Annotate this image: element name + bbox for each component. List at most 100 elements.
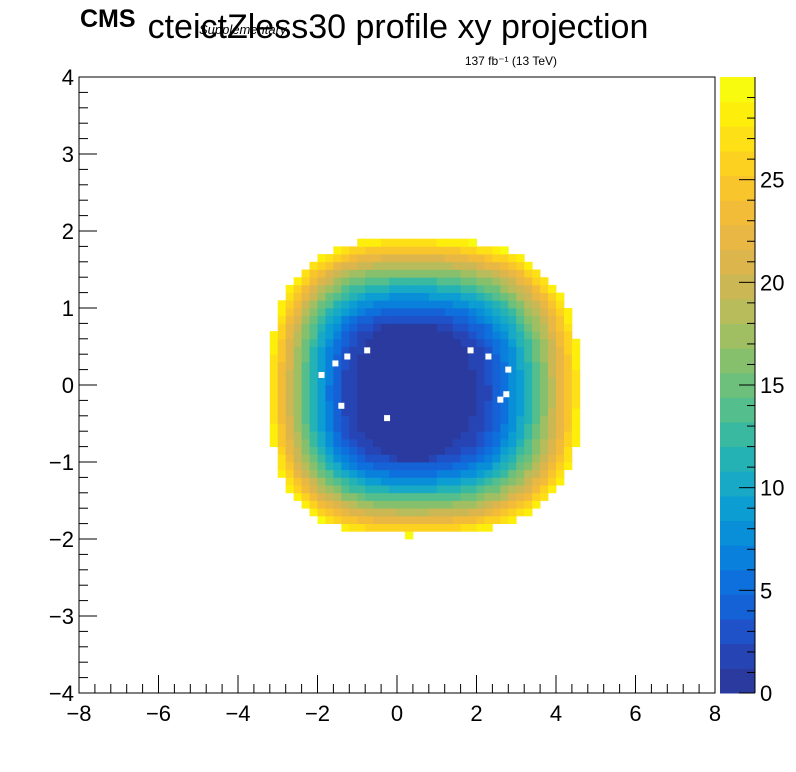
heatmap-bin bbox=[397, 408, 406, 417]
heatmap-bin bbox=[277, 323, 287, 332]
heatmap-bin bbox=[381, 261, 390, 270]
heatmap-bin bbox=[420, 292, 430, 301]
heatmap-bin bbox=[389, 438, 398, 447]
heatmap-bin bbox=[317, 346, 326, 355]
heatmap-bin bbox=[563, 431, 573, 440]
heatmap-bin bbox=[556, 446, 565, 455]
heatmap-bin bbox=[452, 500, 461, 509]
heatmap-bin bbox=[269, 415, 279, 424]
heatmap-bin bbox=[412, 284, 422, 293]
heatmap-bin bbox=[333, 446, 342, 455]
heatmap-bin bbox=[436, 254, 446, 263]
heatmap-bin bbox=[397, 308, 406, 317]
heatmap-bin bbox=[452, 392, 461, 401]
heatmap-bin bbox=[516, 423, 525, 432]
heatmap-bin bbox=[571, 415, 581, 424]
heatmap-bin bbox=[524, 492, 533, 501]
heatmap-bin bbox=[452, 323, 461, 332]
heatmap-bin bbox=[365, 438, 374, 447]
heatmap-bin bbox=[404, 346, 414, 355]
heatmap-bin bbox=[301, 346, 310, 355]
heatmap-bin bbox=[317, 492, 326, 501]
heatmap-bin bbox=[317, 485, 326, 494]
heatmap-bin bbox=[397, 446, 406, 455]
heatmap-bin bbox=[301, 423, 310, 432]
heatmap-bin bbox=[373, 423, 382, 432]
heatmap-bin bbox=[420, 423, 430, 432]
heatmap-bin bbox=[468, 300, 477, 309]
heatmap-bin bbox=[420, 477, 430, 486]
heatmap-bin bbox=[420, 284, 430, 293]
heatmap-bin bbox=[325, 323, 334, 332]
heatmap-bin bbox=[349, 423, 358, 432]
heatmap-bin bbox=[349, 515, 358, 524]
heatmap-bin bbox=[444, 354, 454, 363]
heatmap-bin bbox=[460, 392, 469, 401]
heatmap-bin bbox=[484, 469, 493, 478]
heatmap-bin bbox=[524, 331, 533, 340]
cms-label: CMS bbox=[80, 5, 136, 33]
heatmap-bin bbox=[357, 338, 366, 347]
heatmap-bin bbox=[269, 385, 279, 394]
heatmap-bin bbox=[428, 300, 438, 309]
heatmap-bin bbox=[428, 469, 438, 478]
heatmap-bin bbox=[436, 284, 446, 293]
heatmap-bin bbox=[333, 369, 342, 378]
heatmap-bin bbox=[484, 308, 493, 317]
heatmap-bin bbox=[317, 331, 326, 340]
heatmap-bin bbox=[420, 500, 430, 509]
heatmap-bin bbox=[404, 431, 414, 440]
heatmap-bin bbox=[444, 454, 454, 463]
heatmap-bin bbox=[373, 446, 382, 455]
heatmap-bin bbox=[460, 308, 469, 317]
heatmap-bin bbox=[484, 246, 493, 255]
heatmap-bin bbox=[420, 469, 430, 478]
heatmap-bin bbox=[468, 423, 477, 432]
heatmap-bin bbox=[492, 431, 501, 440]
heatmap-bin bbox=[349, 500, 358, 509]
heatmap-bin bbox=[285, 477, 295, 486]
heatmap-bin bbox=[492, 423, 501, 432]
empty-bin bbox=[485, 353, 492, 360]
heatmap-bin bbox=[532, 354, 541, 363]
heatmap-bin bbox=[420, 454, 430, 463]
heatmap-bin bbox=[500, 292, 509, 301]
color-scale-band bbox=[720, 520, 755, 546]
heatmap-bin bbox=[444, 361, 454, 370]
heatmap-bin bbox=[452, 423, 461, 432]
heatmap-bin bbox=[404, 523, 414, 532]
heatmap-bin bbox=[357, 361, 366, 370]
heatmap-bin bbox=[317, 323, 326, 332]
heatmap-bin bbox=[476, 338, 485, 347]
heatmap-bin bbox=[381, 423, 390, 432]
heatmap-bin bbox=[349, 261, 358, 270]
heatmap-bin bbox=[484, 331, 493, 340]
heatmap-bin bbox=[476, 377, 485, 386]
heatmap-bin bbox=[317, 354, 326, 363]
heatmap-bin bbox=[548, 300, 557, 309]
heatmap-bin bbox=[412, 254, 422, 263]
heatmap-bin bbox=[516, 508, 525, 517]
heatmap-bin bbox=[452, 277, 461, 286]
heatmap-bin bbox=[516, 338, 525, 347]
heatmap-bin bbox=[516, 462, 525, 471]
heatmap-bin bbox=[389, 300, 398, 309]
heatmap-bin bbox=[412, 369, 422, 378]
heatmap-bin bbox=[293, 369, 302, 378]
heatmap-bin bbox=[460, 415, 469, 424]
heatmap-bin bbox=[428, 261, 438, 270]
heatmap-bin bbox=[412, 392, 422, 401]
y-axis: −4 −3 −2 −1 0 1 2 3 4 bbox=[49, 65, 97, 706]
heatmap-bin bbox=[452, 508, 461, 517]
heatmap-bin bbox=[365, 477, 374, 486]
heatmap-bin bbox=[357, 238, 366, 247]
heatmap-bin bbox=[365, 485, 374, 494]
heatmap-bin bbox=[357, 392, 366, 401]
heatmap-bin bbox=[285, 323, 295, 332]
heatmap-bin bbox=[468, 354, 477, 363]
heatmap-bin bbox=[532, 492, 541, 501]
heatmap-bin bbox=[404, 385, 414, 394]
heatmap-bin bbox=[540, 385, 549, 394]
y-tick-label: −2 bbox=[49, 527, 74, 552]
empty-bin bbox=[338, 402, 345, 409]
